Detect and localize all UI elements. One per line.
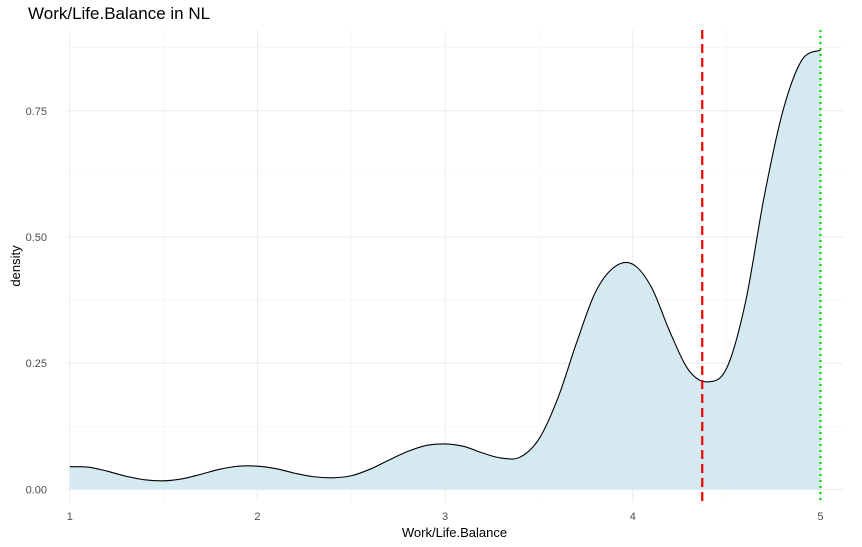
x-tick-label: 2 <box>254 511 260 523</box>
y-tick-label: 0.75 <box>26 106 47 118</box>
tick-labels: 1 2 3 4 5 0.00 0.25 0.50 0.75 <box>26 106 824 523</box>
y-axis-title: density <box>8 245 23 287</box>
x-tick-label: 1 <box>67 511 73 523</box>
y-tick-label: 0.00 <box>26 484 47 496</box>
chart-title: Work/Life.Balance in NL <box>28 4 211 23</box>
x-tick-label: 4 <box>630 511 636 523</box>
y-tick-label: 0.25 <box>26 358 47 370</box>
x-axis-title: Work/Life.Balance <box>402 525 507 540</box>
x-tick-label: 3 <box>442 511 448 523</box>
reference-lines <box>701 30 822 502</box>
x-tick-label: 5 <box>817 511 823 523</box>
y-tick-label: 0.50 <box>26 232 47 244</box>
density-area <box>69 50 821 490</box>
density-line <box>69 49 821 482</box>
